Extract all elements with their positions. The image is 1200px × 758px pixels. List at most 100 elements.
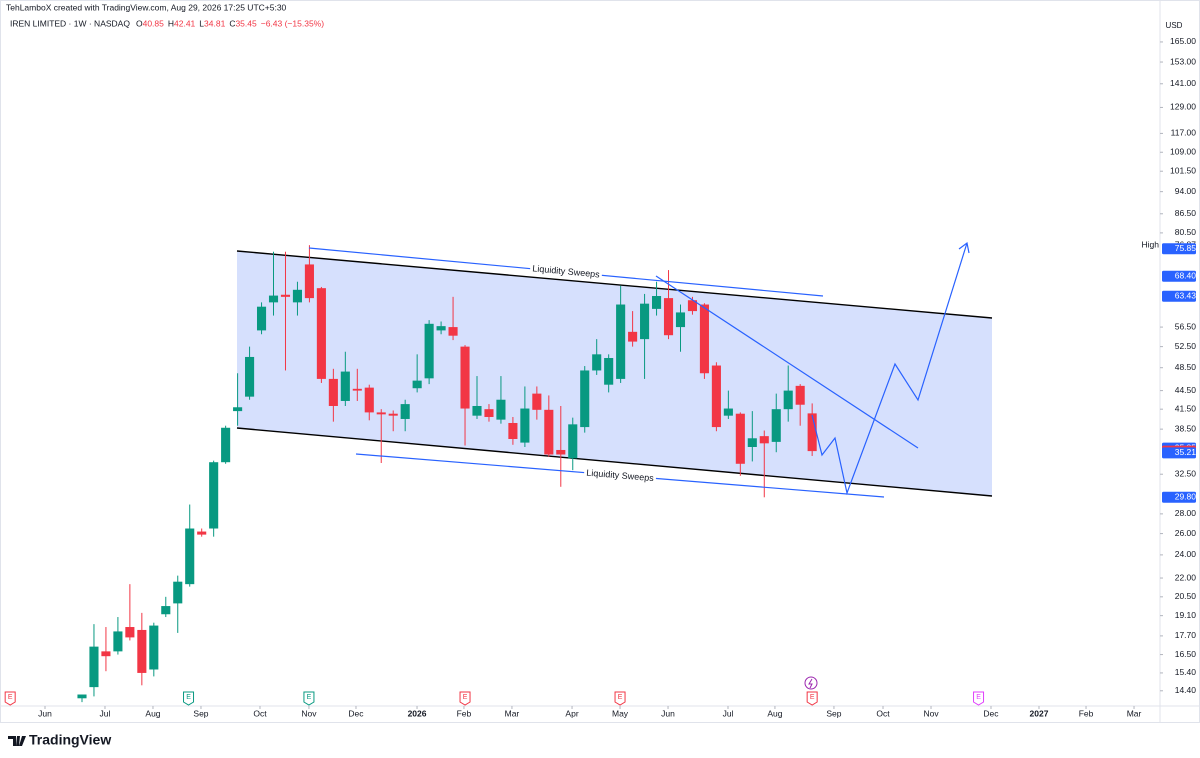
price-label: 29.80 [1175, 492, 1197, 502]
candle-body [496, 399, 506, 420]
x-tick-label: Jun [661, 708, 675, 718]
candle-body [221, 427, 231, 463]
candle [807, 403, 817, 456]
dividend-icon [804, 676, 818, 690]
y-tick-label: 109.00 [1170, 147, 1196, 157]
x-tick-label: Sep [826, 708, 841, 718]
event-icon[interactable] [973, 691, 985, 706]
x-tick-label: 2026 [408, 708, 427, 718]
candle [77, 694, 87, 703]
candle [125, 584, 135, 641]
y-tick-label: 38.50 [1175, 423, 1197, 433]
event-icon[interactable] [303, 691, 315, 706]
candle [735, 412, 745, 476]
candle [675, 304, 686, 352]
candle-body [280, 294, 291, 297]
candle [209, 460, 219, 537]
candle [328, 368, 338, 422]
event-icon[interactable] [614, 691, 626, 706]
candle [771, 393, 781, 453]
candle [544, 395, 554, 457]
price-label-box [1162, 447, 1196, 459]
annotation-bg [529, 262, 603, 282]
candle-body [352, 388, 362, 391]
candle [256, 302, 267, 335]
candle [604, 354, 614, 393]
candle-body [364, 387, 374, 413]
candle [472, 376, 482, 419]
candle [747, 411, 757, 462]
candle-body [592, 354, 602, 371]
candle [221, 425, 231, 464]
candle [185, 504, 195, 587]
candle [580, 366, 590, 433]
annotation: Liquidity Sweeps [583, 467, 657, 485]
candle-body [245, 356, 255, 397]
candle-body [556, 449, 566, 455]
candle-body [197, 531, 207, 535]
candle [723, 390, 733, 419]
logo-text: TradingView [29, 732, 111, 748]
candle-body [292, 289, 302, 303]
y-tick-label: 16.50 [1175, 649, 1197, 659]
candle [424, 320, 434, 385]
candle-body [436, 326, 446, 331]
x-tick-label: Mar [1127, 708, 1142, 718]
candle-body [759, 436, 769, 444]
candle [280, 251, 291, 371]
candle-body [113, 631, 123, 652]
y-tick-label: 153.00 [1170, 56, 1196, 66]
event-icon[interactable] [806, 691, 818, 706]
candle [400, 399, 410, 432]
candle-body [472, 405, 482, 416]
y-tick-label: 44.50 [1175, 385, 1197, 395]
candle-body [723, 408, 733, 416]
candle-body [568, 424, 578, 459]
event-icon[interactable] [4, 691, 16, 706]
candle [316, 286, 326, 383]
candle [101, 627, 111, 672]
candle [532, 386, 542, 420]
candle-body [101, 651, 111, 657]
x-tick-label: Jun [38, 708, 52, 718]
y-tick-label: 141.00 [1170, 78, 1196, 88]
ohlc-value: 35.45 [235, 18, 257, 28]
candle-body [711, 365, 721, 428]
price-label-box [1162, 491, 1196, 503]
y-tick-label: 101.50 [1170, 165, 1196, 175]
candle [651, 281, 662, 316]
candle [496, 376, 506, 424]
ohlc-key: H [168, 18, 174, 28]
candle [161, 596, 171, 618]
candle-body [376, 412, 386, 415]
y-tick-label: 48.50 [1175, 362, 1197, 372]
candle [292, 281, 302, 316]
currency: USD [1166, 21, 1183, 30]
candle-body [77, 694, 87, 699]
candle [113, 617, 123, 655]
candle [568, 417, 578, 471]
candle-body [233, 407, 243, 412]
candle [592, 339, 602, 375]
candle-body [783, 390, 793, 410]
candle-body [137, 629, 147, 673]
event-icon[interactable] [459, 691, 471, 706]
y-tick-label: 32.50 [1175, 468, 1197, 478]
channel [236, 250, 993, 497]
candle [340, 351, 350, 406]
candle [137, 612, 147, 686]
event-label: E [618, 694, 623, 701]
candle-body [125, 627, 135, 638]
x-tick-label: Dec [983, 708, 999, 718]
candle-body [508, 422, 518, 439]
candle-body [640, 303, 650, 340]
ohlc-key: L [199, 18, 204, 28]
projection-path [811, 242, 968, 496]
candle [520, 386, 530, 448]
candle-body [747, 438, 757, 448]
event-icon[interactable] [183, 691, 195, 706]
change: −6.43 (−15.35%) [261, 18, 324, 28]
y-tick-label: 80.50 [1175, 227, 1197, 237]
candle-body [651, 296, 662, 309]
